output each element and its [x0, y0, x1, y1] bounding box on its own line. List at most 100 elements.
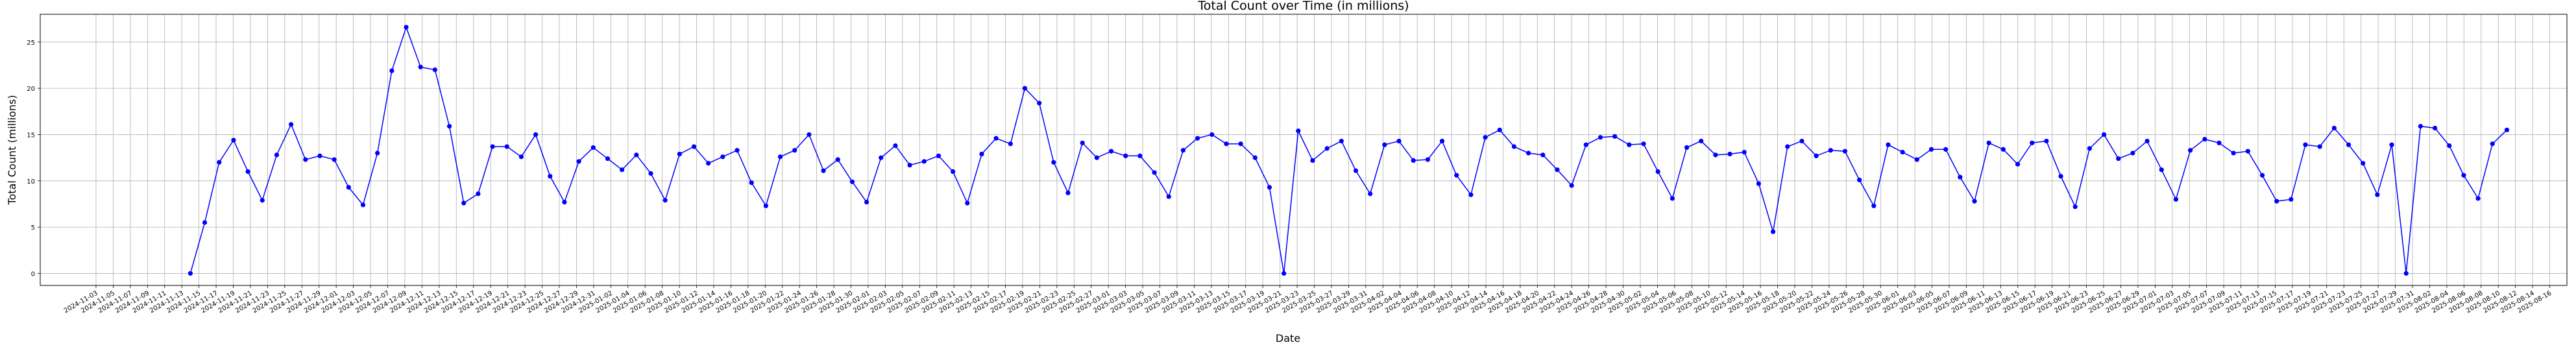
- data-point: [245, 169, 250, 174]
- data-point: [1525, 150, 1531, 156]
- data-point: [418, 64, 423, 69]
- data-point: [2044, 138, 2049, 144]
- data-point: [2403, 271, 2409, 276]
- data-point: [2245, 149, 2250, 154]
- data-point: [2030, 140, 2035, 145]
- data-point: [2015, 162, 2021, 167]
- data-point: [1627, 142, 1632, 147]
- data-point: [1900, 149, 1905, 155]
- data-point: [217, 160, 222, 165]
- data-point: [1238, 141, 1243, 147]
- data-points: [188, 25, 2510, 276]
- data-point: [2116, 156, 2121, 162]
- data-point: [2418, 124, 2423, 129]
- data-point: [1267, 185, 1272, 190]
- data-point: [1857, 177, 1862, 182]
- data-point: [1511, 144, 1517, 149]
- data-point: [2145, 138, 2150, 144]
- data-point: [389, 68, 395, 73]
- data-point: [1166, 194, 1171, 199]
- data-point: [907, 162, 912, 168]
- data-point: [1828, 148, 1833, 153]
- data-point: [1598, 135, 1603, 140]
- data-point: [1641, 141, 1646, 147]
- data-point: [1454, 173, 1459, 178]
- data-point: [476, 191, 481, 197]
- data-point: [289, 122, 294, 127]
- data-point: [404, 25, 409, 30]
- data-point: [1396, 138, 1402, 144]
- data-point: [648, 171, 653, 176]
- data-point: [1195, 136, 1200, 141]
- data-point: [1928, 147, 1934, 152]
- data-point: [1296, 128, 1301, 134]
- data-point: [2447, 143, 2452, 149]
- data-point: [274, 152, 280, 158]
- data-point: [1914, 157, 1919, 162]
- data-point: [1958, 174, 1963, 180]
- data-point: [1986, 140, 1991, 145]
- y-tick-label: 0: [31, 271, 35, 278]
- data-point: [1252, 155, 1258, 160]
- data-point: [1353, 168, 1359, 173]
- data-point: [1742, 149, 1747, 155]
- data-point: [979, 151, 984, 157]
- data-point: [2072, 204, 2078, 210]
- data-point: [1814, 153, 1819, 158]
- data-point: [893, 143, 898, 149]
- data-point: [533, 132, 539, 138]
- data-point: [1368, 191, 1373, 197]
- data-point: [1943, 147, 1949, 152]
- y-tick-label: 15: [27, 132, 35, 139]
- data-point: [807, 132, 812, 138]
- data-point: [518, 154, 524, 160]
- data-point: [2087, 146, 2092, 151]
- data-point: [1842, 149, 1848, 154]
- data-point: [2130, 150, 2135, 156]
- data-point: [360, 202, 366, 208]
- data-point: [548, 174, 553, 179]
- data-point: [2461, 173, 2466, 178]
- data-point: [1382, 142, 1387, 147]
- data-point: [2289, 197, 2294, 202]
- data-point: [1137, 153, 1143, 158]
- data-point: [662, 198, 668, 203]
- data-point: [1555, 167, 1560, 173]
- data-point: [1224, 141, 1229, 147]
- data-point: [1497, 127, 1502, 132]
- data-point: [346, 185, 351, 190]
- data-point: [1756, 181, 1761, 186]
- data-point: [706, 161, 711, 166]
- data-point: [1051, 160, 1056, 165]
- data-point: [1324, 146, 1330, 151]
- data-point: [1439, 138, 1445, 144]
- data-point: [1972, 199, 1977, 204]
- data-point: [1540, 152, 1546, 158]
- data-point: [735, 148, 740, 153]
- y-tick-label: 10: [27, 178, 35, 186]
- data-point: [446, 124, 452, 129]
- data-point: [562, 200, 567, 205]
- data-point: [231, 138, 236, 143]
- data-point: [2504, 127, 2510, 132]
- data-point: [691, 144, 697, 149]
- data-point: [2375, 192, 2380, 197]
- data-point: [1037, 101, 1042, 106]
- data-point: [260, 198, 265, 203]
- data-point: [576, 159, 581, 164]
- series-line: [189, 25, 2507, 274]
- data-point: [461, 200, 467, 206]
- data-point: [2159, 167, 2164, 173]
- data-point: [2361, 161, 2366, 166]
- data-point: [849, 179, 855, 184]
- data-point: [1799, 138, 1804, 144]
- data-point: [1339, 138, 1344, 144]
- data-point: [590, 145, 596, 150]
- y-axis-label: Total Count (millions): [6, 95, 18, 205]
- data-point: [2331, 125, 2337, 131]
- data-point: [720, 154, 725, 160]
- data-point: [317, 153, 322, 158]
- y-tick-label: 25: [27, 40, 35, 47]
- data-point: [2432, 125, 2438, 131]
